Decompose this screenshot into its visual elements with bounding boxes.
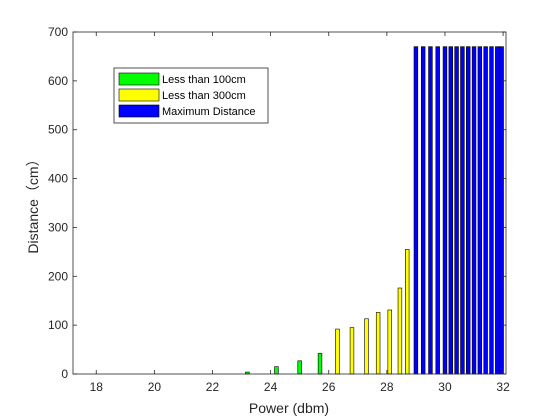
y-tick-label-3: 200 xyxy=(48,269,68,283)
y-tick-label-1: 0 xyxy=(61,367,68,381)
bar-series2-2 xyxy=(350,328,354,374)
bar-series2-1 xyxy=(336,329,340,374)
bars-layer xyxy=(245,47,503,374)
bar-series3-6 xyxy=(449,47,453,374)
bar-series2-6 xyxy=(398,288,402,374)
bar-series2-3 xyxy=(365,319,369,374)
x-tick-label-5: 26 xyxy=(322,380,336,394)
bar-series1-3 xyxy=(298,361,302,374)
y-tick-label-2: 100 xyxy=(48,318,68,332)
bar-series3-12 xyxy=(484,47,488,374)
x-tick-label-6: 28 xyxy=(380,380,394,394)
y-tick-label-6: 500 xyxy=(48,123,68,137)
legend-swatch-2 xyxy=(119,89,159,101)
x-tick-label-1: 18 xyxy=(90,380,104,394)
bar-series3-9 xyxy=(466,47,470,374)
legend-swatch-3 xyxy=(119,105,159,117)
bar-series3-8 xyxy=(461,47,465,374)
bar-series1-2 xyxy=(275,367,279,374)
legend: Less than 100cm Less than 300cm Maximum Di… xyxy=(114,68,268,123)
bar-series3-7 xyxy=(455,47,459,374)
y-tick-label-8: 700 xyxy=(48,25,68,39)
legend-swatch-1 xyxy=(119,73,159,85)
y-tick-label-5: 400 xyxy=(48,172,68,186)
y-tick-label-7: 600 xyxy=(48,74,68,88)
bar-series3-4 xyxy=(436,47,440,374)
y-axis-label: Distance（cm） xyxy=(25,152,41,253)
y-tick-label-4: 300 xyxy=(48,220,68,234)
bar-series3-2 xyxy=(421,47,425,374)
legend-label-3: Maximum Distance xyxy=(162,106,256,118)
x-axis-label: Power (dbm) xyxy=(249,400,329,416)
bar-series3-11 xyxy=(478,47,482,374)
bar-series3-5 xyxy=(443,47,447,374)
bar-series3-14 xyxy=(495,47,499,374)
bar-series2-7 xyxy=(405,249,409,374)
bar-series3-13 xyxy=(490,47,494,374)
bar-series3-3 xyxy=(429,47,433,374)
bar-series3-1 xyxy=(414,47,418,374)
legend-label-2: Less than 300cm xyxy=(162,90,246,102)
bar-series2-5 xyxy=(388,310,392,374)
x-tick-label-8: 32 xyxy=(496,380,510,394)
legend-label-1: Less than 100cm xyxy=(162,74,246,86)
x-tick-label-2: 20 xyxy=(148,380,162,394)
x-tick-label-4: 24 xyxy=(264,380,278,394)
x-tick-label-3: 22 xyxy=(206,380,220,394)
bar-series2-4 xyxy=(376,312,380,374)
bar-series3-10 xyxy=(472,47,476,374)
x-tick-label-7: 30 xyxy=(438,380,452,394)
bar-series1-4 xyxy=(318,353,322,374)
